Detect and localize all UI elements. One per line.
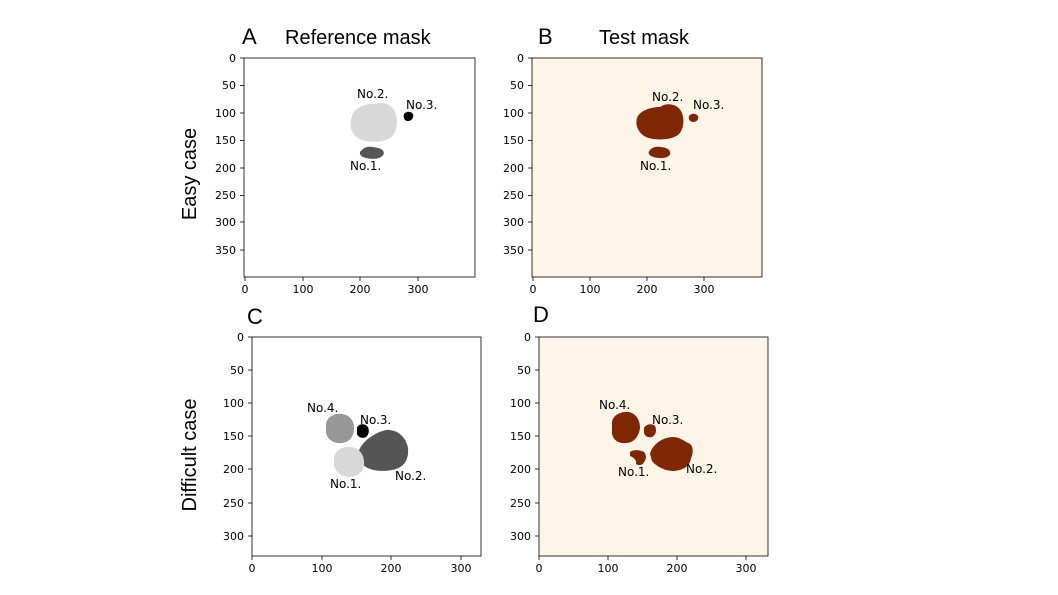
y-tick-label: 0 <box>229 52 236 65</box>
x-tick-label: 200 <box>381 562 402 575</box>
plot-area-b <box>531 57 763 278</box>
x-tick-label: 0 <box>249 562 256 575</box>
y-tick-label: 0 <box>517 52 524 65</box>
label-no2-b: No.2. <box>652 90 683 104</box>
x-axis-d: 0 100 200 300 <box>536 556 757 575</box>
region-no4-d <box>611 411 640 444</box>
label-no1-a: No.1. <box>350 159 381 173</box>
y-tick-label: 300 <box>223 530 244 543</box>
y-tick-label: 150 <box>215 134 236 147</box>
x-tick-label: 100 <box>580 283 601 296</box>
label-no1-d: No.1. <box>618 465 649 479</box>
region-no3-c <box>357 424 369 438</box>
x-axis-a: 0 100 200 300 <box>242 277 429 296</box>
x-tick-label: 0 <box>530 283 537 296</box>
panel-letter-b: B <box>538 24 553 49</box>
x-tick-label: 0 <box>536 562 543 575</box>
y-tick-label: 300 <box>215 216 236 229</box>
panel-a: A Reference mask No.2. No.3. No.1. 0 50 … <box>215 24 476 296</box>
x-tick-label: 300 <box>736 562 757 575</box>
label-no2-a: No.2. <box>357 87 388 101</box>
panel-d: D No.4. No.3. No.2. No.1. 0 50 100 150 2… <box>510 302 769 575</box>
row-label-easy: Easy case <box>179 128 201 220</box>
panel-letter-a: A <box>242 24 257 49</box>
region-no2-a <box>350 102 398 142</box>
y-tick-label: 150 <box>503 134 524 147</box>
y-tick-label: 50 <box>230 364 244 377</box>
region-no2-c <box>358 429 409 471</box>
x-tick-label: 300 <box>408 283 429 296</box>
y-axis-d: 0 50 100 150 200 250 300 <box>510 331 539 543</box>
x-tick-label: 100 <box>598 562 619 575</box>
y-tick-label: 150 <box>510 430 531 443</box>
panel-letter-c: C <box>247 304 263 329</box>
x-tick-label: 0 <box>242 283 249 296</box>
panel-c: C No.4. No.3. No.2. No.1. 0 50 100 150 2… <box>223 304 482 575</box>
y-tick-label: 300 <box>510 530 531 543</box>
y-tick-label: 250 <box>215 189 236 202</box>
y-tick-label: 100 <box>223 397 244 410</box>
x-tick-label: 200 <box>637 283 658 296</box>
plot-area-d <box>538 336 769 557</box>
panel-title-b: Test mask <box>599 27 690 49</box>
region-no3-a <box>403 111 414 121</box>
y-axis-a: 0 50 100 150 200 250 300 350 <box>215 52 244 257</box>
y-tick-label: 0 <box>237 331 244 344</box>
panel-b: B Test mask No.2. No.3. No.1. 0 50 100 1… <box>503 24 763 296</box>
y-tick-label: 50 <box>510 79 524 92</box>
label-no2-d: No.2. <box>686 462 717 476</box>
label-no2-c: No.2. <box>395 469 426 483</box>
y-tick-label: 250 <box>503 189 524 202</box>
x-tick-label: 300 <box>451 562 472 575</box>
y-tick-label: 350 <box>503 244 524 257</box>
y-tick-label: 50 <box>517 364 531 377</box>
x-axis-c: 0 100 200 300 <box>249 556 472 575</box>
y-tick-label: 50 <box>222 79 236 92</box>
panel-letter-d: D <box>533 302 549 327</box>
region-no3-d <box>644 424 656 438</box>
y-tick-label: 200 <box>510 463 531 476</box>
y-tick-label: 0 <box>524 331 531 344</box>
region-no4-c <box>326 413 354 444</box>
label-no1-c: No.1. <box>330 477 361 491</box>
label-no1-b: No.1. <box>640 159 671 173</box>
panel-title-a: Reference mask <box>285 27 432 49</box>
y-tick-label: 250 <box>223 497 244 510</box>
region-no2-b <box>636 104 684 140</box>
region-no1-b <box>648 146 671 159</box>
y-tick-label: 200 <box>215 162 236 175</box>
y-tick-label: 200 <box>503 162 524 175</box>
y-axis-b: 0 50 100 150 200 250 300 350 <box>503 52 532 257</box>
region-no1-a <box>359 146 384 159</box>
x-tick-label: 300 <box>694 283 715 296</box>
label-no4-d: No.4. <box>599 398 630 412</box>
label-no3-a: No.3. <box>406 98 437 112</box>
y-tick-label: 200 <box>223 463 244 476</box>
label-no3-c: No.3. <box>360 413 391 427</box>
x-tick-label: 200 <box>667 562 688 575</box>
label-no3-b: No.3. <box>693 98 724 112</box>
plot-area-a <box>243 57 476 278</box>
y-tick-label: 300 <box>503 216 524 229</box>
x-tick-label: 100 <box>293 283 314 296</box>
region-no1-c <box>333 446 365 477</box>
region-no2-d <box>650 437 693 471</box>
region-no1-d <box>630 450 646 466</box>
label-no4-c: No.4. <box>307 401 338 415</box>
y-tick-label: 250 <box>510 497 531 510</box>
y-tick-label: 350 <box>215 244 236 257</box>
x-tick-label: 100 <box>312 562 333 575</box>
y-axis-c: 0 50 100 150 200 250 300 <box>223 331 252 543</box>
y-tick-label: 100 <box>503 107 524 120</box>
y-tick-label: 100 <box>215 107 236 120</box>
x-tick-label: 200 <box>350 283 371 296</box>
label-no3-d: No.3. <box>652 413 683 427</box>
region-no3-b <box>688 113 699 122</box>
x-axis-b: 0 100 200 300 <box>530 277 715 296</box>
row-label-difficult: Difficult case <box>179 398 201 511</box>
y-tick-label: 100 <box>510 397 531 410</box>
y-tick-label: 150 <box>223 430 244 443</box>
